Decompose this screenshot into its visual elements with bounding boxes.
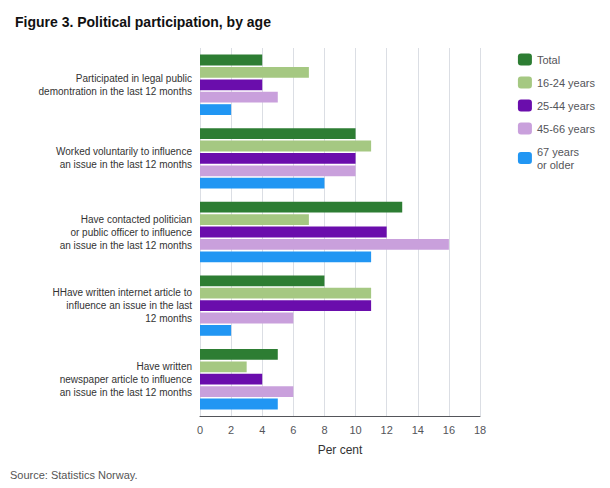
svg-text:4: 4 (259, 424, 265, 436)
svg-text:Figure 3. Political participat: Figure 3. Political participation, by ag… (15, 14, 271, 30)
svg-text:influence an issue in the last: influence an issue in the last (66, 300, 192, 311)
svg-text:12 months: 12 months (145, 313, 192, 324)
svg-text:14: 14 (412, 424, 424, 436)
svg-text:an issue in the last 12 months: an issue in the last 12 months (60, 159, 192, 170)
svg-text:an issue in the last 12 months: an issue in the last 12 months (60, 240, 192, 251)
svg-text:Per cent: Per cent (318, 443, 363, 457)
svg-text:16: 16 (443, 424, 455, 436)
svg-text:8: 8 (321, 424, 327, 436)
svg-text:HHave written internet article: HHave written internet article to (52, 287, 192, 298)
svg-text:or public officer to influence: or public officer to influence (70, 227, 192, 238)
svg-text:Have written: Have written (136, 361, 192, 372)
svg-text:16-24 years: 16-24 years (537, 77, 596, 89)
svg-text:0: 0 (197, 424, 203, 436)
svg-text:Source: Statistics Norway.: Source: Statistics Norway. (10, 469, 138, 481)
svg-text:25-44 years: 25-44 years (537, 100, 596, 112)
svg-text:Worked voluntarily to influenc: Worked voluntarily to influence (56, 146, 192, 157)
svg-text:45-66 years: 45-66 years (537, 123, 596, 135)
svg-text:demontration in the last 12 mo: demontration in the last 12 months (39, 86, 192, 97)
svg-text:an issue in the last 12 months: an issue in the last 12 months (60, 387, 192, 398)
svg-text:10: 10 (349, 424, 361, 436)
svg-text:or older: or older (537, 159, 575, 171)
svg-text:Have contacted politician: Have contacted politician (81, 214, 192, 225)
svg-text:Total: Total (537, 54, 560, 66)
svg-text:18: 18 (474, 424, 486, 436)
svg-text:67 years: 67 years (537, 146, 580, 158)
svg-text:12: 12 (381, 424, 393, 436)
svg-text:Participated in legal public: Participated in legal public (76, 73, 192, 84)
svg-text:2: 2 (228, 424, 234, 436)
svg-text:newspaper article to influence: newspaper article to influence (60, 374, 193, 385)
svg-text:6: 6 (290, 424, 296, 436)
